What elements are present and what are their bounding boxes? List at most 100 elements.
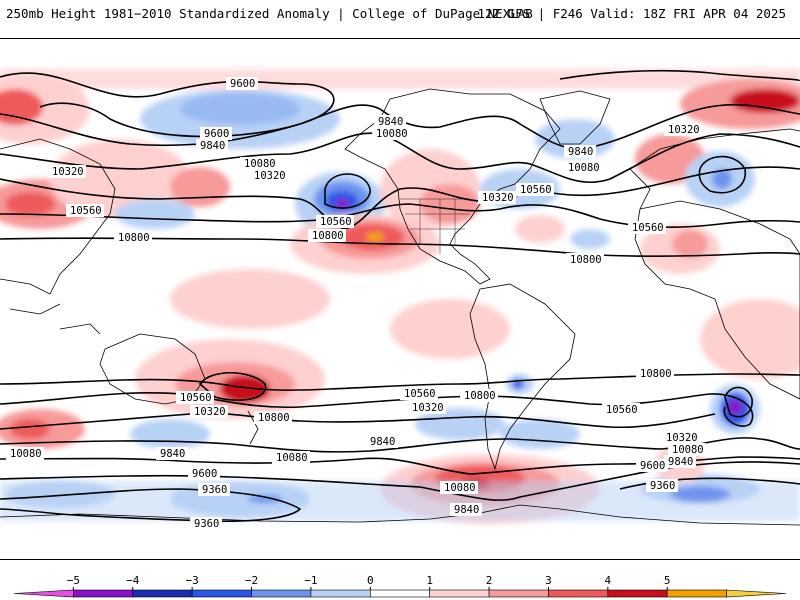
contour-label: 10320: [48, 165, 86, 178]
map-panel: 9600 9600 9840 10080 10320 10320 10560 1…: [0, 38, 800, 560]
svg-text:10320: 10320: [482, 192, 514, 204]
anomaly-shading: [0, 69, 800, 524]
colorbar-label: −3: [186, 574, 199, 587]
svg-text:10560: 10560: [320, 216, 352, 228]
svg-text:10800: 10800: [258, 412, 290, 424]
svg-text:9360: 9360: [194, 518, 219, 530]
contour-label: 10080: [272, 451, 310, 464]
contour-label: 9600: [636, 459, 668, 472]
contour-label: 10080: [240, 157, 278, 170]
contour-label: 10320: [408, 401, 446, 414]
contour-label: 10080: [372, 127, 410, 140]
svg-text:9840: 9840: [200, 140, 225, 152]
colorbar-label: −5: [67, 574, 80, 587]
svg-text:10320: 10320: [668, 124, 700, 136]
contour-label: 9600: [188, 467, 220, 480]
svg-text:10080: 10080: [568, 162, 600, 174]
contour-label: 9840: [196, 139, 228, 152]
contour-label: 9840: [450, 503, 482, 516]
colorbar-cell: [548, 589, 609, 598]
colorbar-cell: [13, 589, 74, 598]
contour-europe-low: [698, 155, 746, 194]
state-borders: [400, 198, 470, 254]
contour-label: 9600: [226, 77, 258, 90]
colorbar-cell: [607, 589, 668, 598]
contour-labels: 9600 9600 9840 10080 10320 10320 10560 1…: [6, 77, 706, 530]
colorbar-label: 3: [545, 574, 552, 587]
svg-text:10320: 10320: [412, 402, 444, 414]
svg-text:10800: 10800: [640, 368, 672, 380]
svg-text:9600: 9600: [204, 128, 229, 140]
svg-text:10560: 10560: [632, 222, 664, 234]
colorbar-cell: [488, 589, 549, 598]
colorbar-label: 4: [605, 574, 612, 587]
contour-10800-tropics: [0, 237, 800, 258]
valid-time: 12Z GFS | F246 Valid: 18Z FRI APR 04 202…: [477, 6, 786, 21]
contour-label: 10800: [636, 367, 674, 380]
svg-text:9600: 9600: [640, 460, 665, 472]
svg-text:10560: 10560: [606, 404, 638, 416]
colorbar-label: 2: [486, 574, 493, 587]
contour-label: 10800: [308, 229, 346, 242]
svg-text:10800: 10800: [118, 232, 150, 244]
contour-label: 9840: [156, 447, 188, 460]
contour-label: 9600: [200, 127, 232, 140]
svg-text:10320: 10320: [666, 432, 698, 444]
contour-label: 10320: [664, 123, 702, 136]
contour-label: 9840: [664, 455, 696, 468]
svg-text:9360: 9360: [650, 480, 675, 492]
colorbar-cell: [429, 589, 490, 598]
svg-text:9600: 9600: [230, 78, 255, 90]
colorbar-cells: [13, 589, 787, 598]
contour-label: 10560: [176, 391, 214, 404]
contour-label: 10560: [516, 183, 554, 196]
colorbar-cell: [310, 589, 371, 598]
colorbar-labels: −5 −4 −3 −2 −1 0 1 2 3 4 5: [67, 574, 671, 590]
svg-text:10320: 10320: [52, 166, 84, 178]
svg-text:9840: 9840: [160, 448, 185, 460]
colorbar-cell: [191, 589, 252, 598]
svg-text:9600: 9600: [192, 468, 217, 480]
contour-label: 10560: [628, 221, 666, 234]
colorbar-cell: [73, 589, 134, 598]
contour-label: 10080: [6, 447, 44, 460]
contour-10320-south: [0, 412, 716, 430]
contour-label: 9840: [366, 435, 398, 448]
contour-se-low: [724, 386, 753, 418]
colorbar-cell: [370, 589, 430, 598]
anomaly-map: 9600 9600 9840 10080 10320 10320 10560 1…: [0, 69, 800, 530]
contour-label: 10800: [114, 231, 152, 244]
contour-10320-north: [0, 166, 800, 230]
contour-10080-north: [0, 132, 800, 184]
svg-text:10800: 10800: [464, 390, 496, 402]
svg-text:10080: 10080: [672, 444, 704, 456]
contour-label: 10320: [662, 431, 700, 444]
svg-text:10080: 10080: [444, 482, 476, 494]
contour-label: 10560: [602, 403, 640, 416]
svg-text:10080: 10080: [276, 452, 308, 464]
contour-label: 10320: [190, 405, 228, 418]
svg-text:9840: 9840: [370, 436, 395, 448]
colorbar-label: 1: [426, 574, 433, 587]
contour-label: 10560: [66, 204, 104, 217]
contour-label: 10080: [668, 443, 706, 456]
contour-label: 9360: [646, 479, 678, 492]
map-title: 250mb Height 1981−2010 Standardized Anom…: [6, 6, 533, 21]
svg-text:10560: 10560: [70, 205, 102, 217]
contour-label: 9840: [374, 115, 406, 128]
contour-label: 10800: [460, 389, 498, 402]
contour-pacific-ridge: [198, 372, 267, 401]
svg-text:10080: 10080: [244, 158, 276, 170]
contour-9360-south: [0, 488, 302, 522]
contour-label: 10800: [566, 253, 604, 266]
svg-text:9360: 9360: [202, 484, 227, 496]
svg-text:9840: 9840: [454, 504, 479, 516]
contour-10800-south: [0, 373, 800, 391]
colorbar-label: −4: [126, 574, 140, 587]
svg-text:10800: 10800: [570, 254, 602, 266]
contour-label: 10080: [440, 481, 478, 494]
svg-text:10080: 10080: [10, 448, 42, 460]
colorbar-label: 0: [367, 574, 374, 587]
contour-10080-south: [0, 437, 800, 453]
contour-9600-europe: [559, 69, 800, 82]
